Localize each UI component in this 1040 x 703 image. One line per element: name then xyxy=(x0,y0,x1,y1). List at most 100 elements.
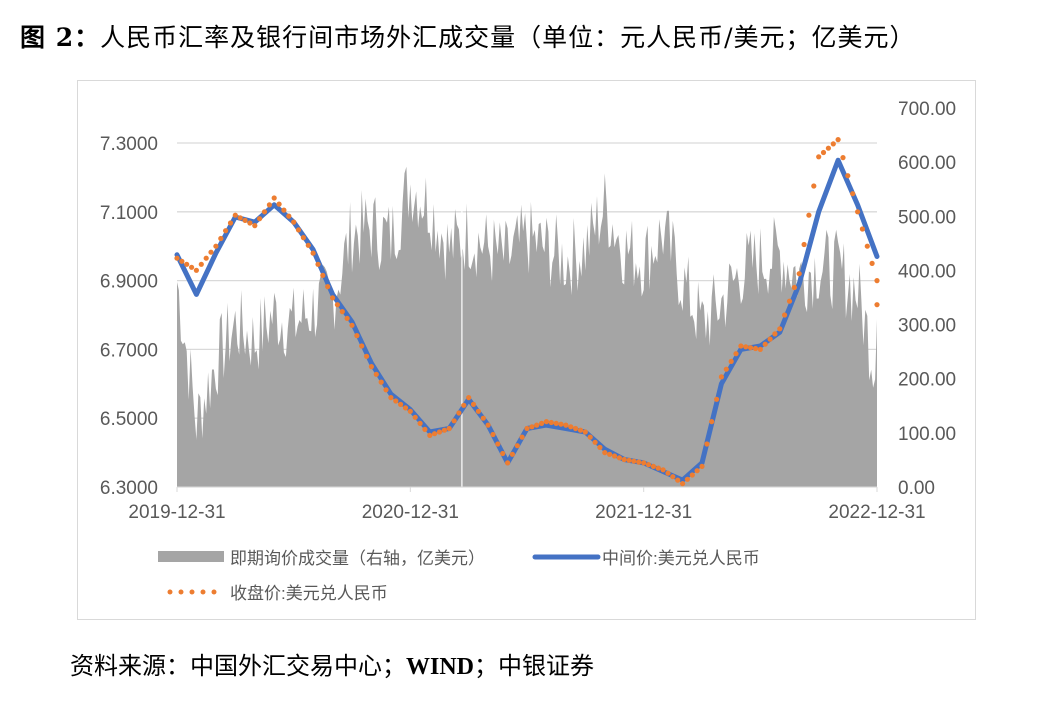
close-price-dot xyxy=(791,284,798,291)
close-price-dot xyxy=(675,477,681,483)
close-price-dot xyxy=(859,226,866,232)
close-price-dot xyxy=(524,425,530,432)
legend-swatch-close-price xyxy=(211,589,217,595)
close-price-dot xyxy=(786,298,793,304)
x-axis-tick-label: 2021-12-31 xyxy=(595,502,692,523)
close-price-dot xyxy=(320,272,326,278)
close-price-dot xyxy=(427,432,433,438)
close-price-dot xyxy=(806,212,812,218)
source-note: 资料来源：中国外汇交易中心；WIND；中银证券 xyxy=(70,646,594,681)
close-price-dot xyxy=(252,223,258,229)
legend-swatch-close-price xyxy=(167,589,173,595)
x-axis-tick-label: 2022-12-31 xyxy=(828,502,925,523)
close-price-dot xyxy=(709,419,715,425)
close-price-dot xyxy=(631,458,637,464)
close-price-dot xyxy=(281,207,287,213)
source-prefix: 资料来源：中国外汇交易中心； xyxy=(70,652,406,680)
close-price-dot xyxy=(485,422,491,428)
close-price-dot xyxy=(728,358,734,364)
close-price-dot xyxy=(582,429,588,435)
close-price-dot xyxy=(359,343,365,349)
close-price-dot xyxy=(242,217,248,223)
close-price-dot xyxy=(689,472,695,478)
close-price-dot-series xyxy=(174,137,880,487)
close-price-dot xyxy=(548,419,554,426)
close-price-dot xyxy=(752,345,759,352)
close-price-dot xyxy=(232,212,238,218)
close-price-dot xyxy=(174,255,180,261)
close-price-dot xyxy=(480,415,486,421)
close-price-dot xyxy=(505,460,511,466)
right-axis-tick-label: 0.00 xyxy=(898,478,935,499)
right-axis-tick-label: 200.00 xyxy=(898,370,956,391)
close-price-dot xyxy=(310,250,316,256)
legend-label-mid-price: 中间价:美元兑人民币 xyxy=(602,549,760,568)
x-axis-tick-label: 2020-12-31 xyxy=(362,502,459,523)
close-price-dot xyxy=(388,395,394,401)
close-price-dot xyxy=(869,260,875,266)
close-price-dot xyxy=(422,426,428,432)
close-price-dot xyxy=(237,215,243,221)
close-price-dot xyxy=(777,326,783,332)
close-price-dot xyxy=(626,457,632,463)
close-price-dot xyxy=(203,255,209,261)
close-price-dot xyxy=(864,243,870,249)
close-price-dot xyxy=(330,295,336,301)
close-price-dot xyxy=(247,220,253,226)
close-price-dot xyxy=(568,424,574,430)
volume-area xyxy=(177,166,877,488)
right-axis-tick-label: 700.00 xyxy=(898,99,956,120)
close-price-dot xyxy=(266,202,272,208)
close-price-dot xyxy=(373,371,379,377)
close-price-dot xyxy=(534,422,540,428)
figure-title-text: 人民币汇率及银行间市场外汇成交量（单位：元人民币/美元；亿美元） xyxy=(100,23,916,52)
close-price-dot xyxy=(514,443,520,449)
close-price-dot xyxy=(816,154,822,160)
close-price-dot xyxy=(801,241,807,248)
legend-swatch-volume xyxy=(158,551,224,562)
close-price-dot xyxy=(529,424,535,430)
close-price-dot xyxy=(378,379,384,385)
close-price-dot xyxy=(738,343,744,349)
close-price-dot xyxy=(602,450,608,456)
close-price-dot xyxy=(665,470,671,476)
close-price-dot xyxy=(607,451,613,457)
close-price-dot xyxy=(577,427,584,433)
close-price-dot xyxy=(436,429,443,435)
close-price-dot xyxy=(339,309,345,315)
right-y-axis: 0.00 100.00 200.00 300.00 400.00 500.00 600.00… xyxy=(898,99,956,499)
close-price-dot xyxy=(223,228,229,234)
close-price-dot xyxy=(845,173,851,179)
close-price-dot xyxy=(660,467,666,473)
legend-label-volume: 即期询价成交量（右轴，亿美元） xyxy=(230,549,485,568)
close-price-dot xyxy=(475,408,481,414)
close-price-dot xyxy=(694,468,700,474)
close-price-dot xyxy=(850,191,856,197)
close-price-dot xyxy=(257,216,263,222)
close-price-dot xyxy=(315,261,321,267)
close-price-dot xyxy=(432,431,438,437)
close-price-dot xyxy=(825,145,832,151)
close-price-dot xyxy=(495,441,501,447)
close-price-dot xyxy=(500,450,506,457)
close-price-dot xyxy=(796,271,802,277)
close-price-dot xyxy=(398,401,404,407)
left-axis-tick-label: 6.9000 xyxy=(100,272,158,293)
close-price-dot xyxy=(466,395,472,401)
close-price-dot xyxy=(470,401,477,407)
close-price-dot xyxy=(573,425,579,432)
legend-label-close-price: 收盘价:美元兑人民币 xyxy=(230,584,388,603)
close-price-dot xyxy=(558,421,564,427)
close-price-dot xyxy=(490,431,496,438)
close-price-dot xyxy=(193,267,199,273)
close-price-dot xyxy=(641,460,647,466)
close-price-dot xyxy=(417,420,423,426)
close-price-dot xyxy=(597,444,603,450)
close-price-dot xyxy=(383,387,389,393)
close-price-dot xyxy=(334,302,340,308)
close-price-dot xyxy=(456,410,462,416)
figure-label: 图 2： xyxy=(20,23,101,52)
close-price-dot xyxy=(189,264,195,270)
close-price-dot xyxy=(563,422,569,428)
